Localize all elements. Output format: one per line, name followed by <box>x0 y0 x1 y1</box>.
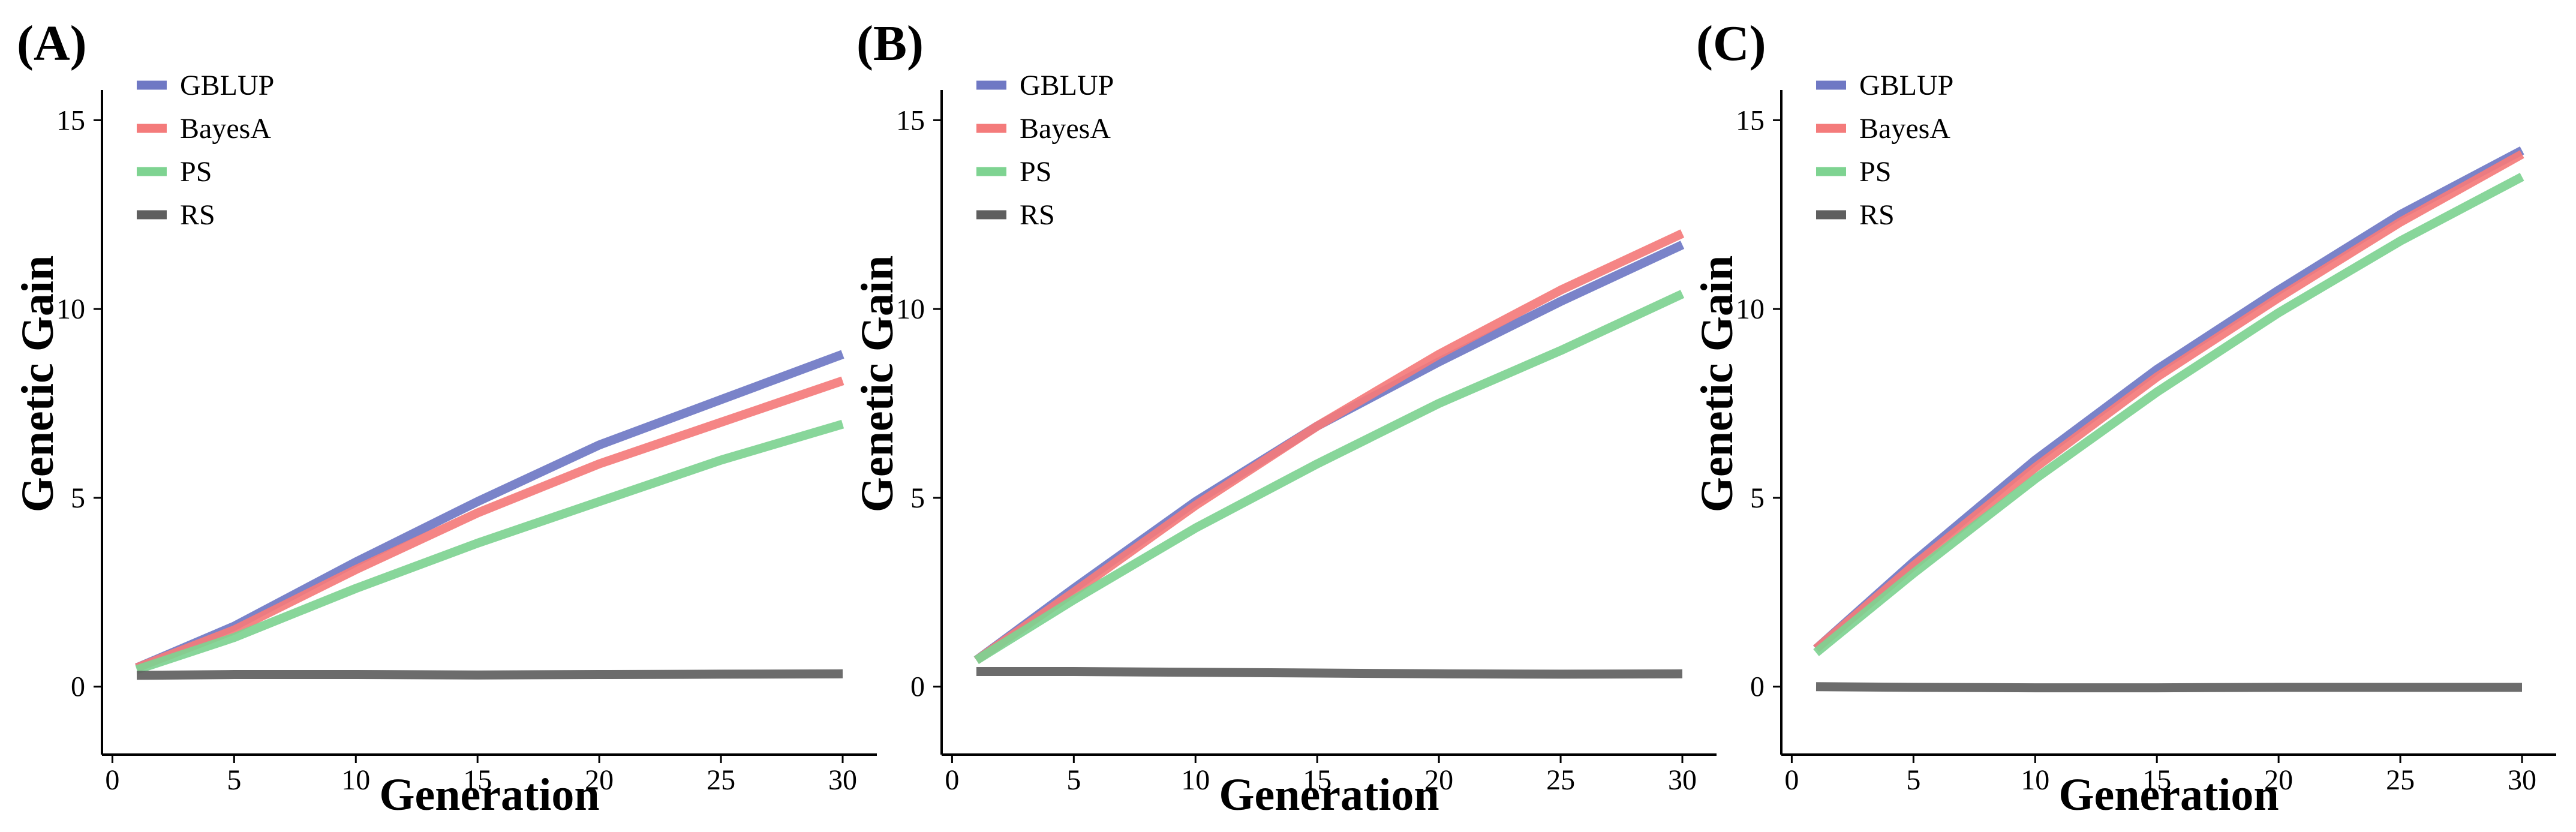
legend-label-ps: PS <box>1859 156 1891 188</box>
series-line-rs <box>1815 682 2522 693</box>
legend-label-rs: RS <box>180 199 215 231</box>
x-tick-label: 5 <box>1066 764 1081 796</box>
legend-label-ps: PS <box>180 156 212 188</box>
x-tick-label: 0 <box>945 764 959 796</box>
legend-label-gblup: GBLUP <box>1020 70 1114 101</box>
y-tick-label: 15 <box>1736 104 1765 136</box>
y-tick-label: 15 <box>896 104 925 136</box>
panel-label: (C) <box>1696 16 1766 71</box>
legend-label-bayesa: BayesA <box>1020 113 1111 145</box>
x-tick-label: 15 <box>2142 764 2171 796</box>
y-tick-label: 10 <box>56 293 85 325</box>
x-tick-label: 10 <box>1181 764 1210 796</box>
series-line-gblup <box>1813 146 2524 653</box>
x-tick-label: 0 <box>1784 764 1799 796</box>
x-tick-label: 15 <box>1303 764 1331 796</box>
x-tick-label: 10 <box>341 764 370 796</box>
x-axis-title: Generation <box>1219 770 1439 820</box>
x-tick-label: 0 <box>105 764 119 796</box>
series-line-ps <box>135 419 844 674</box>
x-tick-label: 25 <box>2386 764 2415 796</box>
x-tick-label: 10 <box>2021 764 2049 796</box>
series-line-rs <box>136 669 843 680</box>
y-tick-label: 5 <box>1750 482 1765 514</box>
series-line-bayesa <box>1813 150 2524 653</box>
y-tick-label: 0 <box>910 671 925 703</box>
legend-label-gblup: GBLUP <box>180 70 274 101</box>
y-tick-label: 10 <box>896 293 925 325</box>
y-tick-label: 0 <box>1750 671 1765 703</box>
legend-label-bayesa: BayesA <box>180 113 271 145</box>
legend-label-rs: RS <box>1859 199 1895 231</box>
x-tick-label: 30 <box>1668 764 1697 796</box>
series-line-ps <box>974 290 1685 664</box>
x-tick-label: 20 <box>585 764 614 796</box>
legend-label-gblup: GBLUP <box>1859 70 1953 101</box>
x-tick-label: 25 <box>1546 764 1575 796</box>
series-line-bayesa <box>135 376 844 672</box>
y-tick-label: 10 <box>1736 293 1765 325</box>
x-tick-label: 5 <box>227 764 241 796</box>
x-axis-title: Generation <box>2058 770 2279 820</box>
panel-label: (A) <box>17 16 87 71</box>
y-tick-label: 5 <box>910 482 925 514</box>
x-tick-label: 30 <box>828 764 857 796</box>
x-tick-label: 20 <box>2264 764 2293 796</box>
series-line-ps <box>1813 173 2524 656</box>
panel-label: (B) <box>856 16 924 71</box>
legend-label-rs: RS <box>1020 199 1055 231</box>
legend-label-bayesa: BayesA <box>1859 113 1950 145</box>
y-tick-label: 5 <box>71 482 85 514</box>
y-tick-label: 0 <box>71 671 85 703</box>
x-tick-label: 15 <box>463 764 492 796</box>
y-tick-label: 15 <box>56 104 85 136</box>
series-line-rs <box>976 667 1683 679</box>
x-tick-label: 25 <box>707 764 735 796</box>
legend-label-ps: PS <box>1020 156 1051 188</box>
y-axis-title: Genetic Gain <box>13 256 63 513</box>
x-tick-label: 5 <box>1906 764 1920 796</box>
y-axis-title: Genetic Gain <box>852 256 903 513</box>
x-axis-title: Generation <box>379 770 599 820</box>
y-axis-title: Genetic Gain <box>1692 256 1742 513</box>
x-tick-label: 20 <box>1424 764 1453 796</box>
x-tick-label: 30 <box>2508 764 2536 796</box>
series-line-bayesa <box>973 229 1685 664</box>
